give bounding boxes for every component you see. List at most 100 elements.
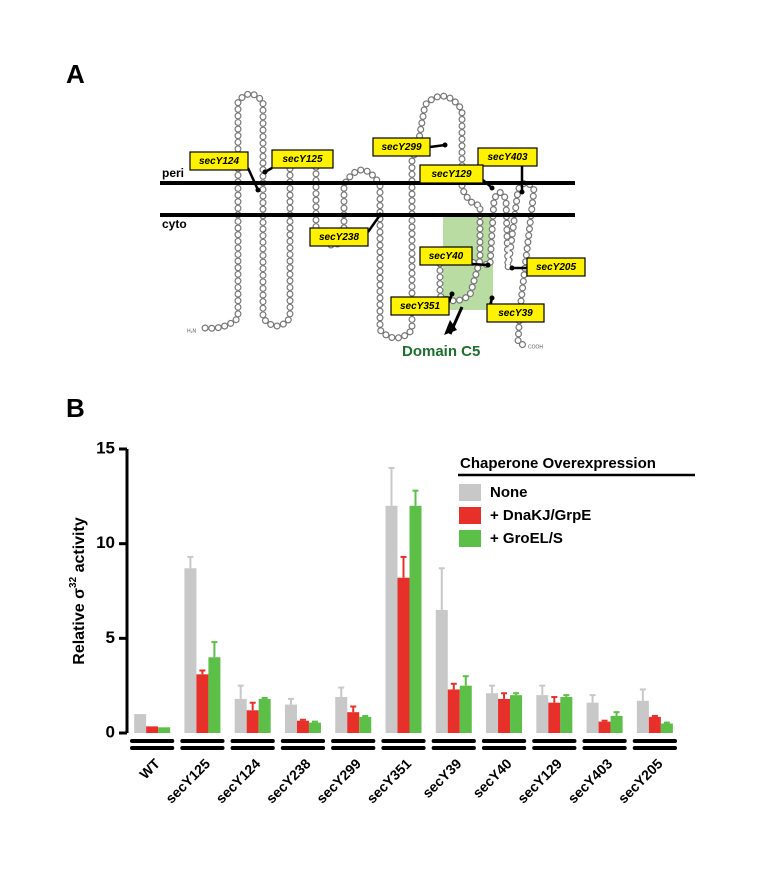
bar [435, 609, 448, 733]
label-part: 32 [68, 576, 79, 588]
mutation-site [485, 262, 491, 268]
legend-label: + DnaKJ/GrpE [490, 507, 591, 524]
label-part: activity [71, 517, 88, 577]
label-box [486, 303, 545, 323]
y-tick-label: 15 [96, 438, 115, 457]
mutation-label: secY40 [429, 251, 464, 262]
bar [397, 577, 410, 733]
bar [347, 712, 360, 733]
x-tick-label: secY299 [313, 755, 364, 806]
bar [660, 723, 673, 733]
group-bar [180, 746, 225, 750]
bar [486, 693, 499, 733]
leader-line [246, 167, 260, 191]
bar [335, 697, 348, 733]
mutation-label: secY129 [431, 169, 471, 180]
bar [548, 702, 561, 733]
label-box [189, 151, 249, 171]
mutation-site [519, 189, 525, 195]
leader-line [366, 214, 382, 233]
label-box [526, 257, 586, 277]
panel-label: B [66, 393, 85, 423]
group-bar [331, 746, 376, 750]
group-bar [331, 739, 376, 743]
panel-label: A [66, 59, 85, 89]
x-tick-label: secY40 [469, 755, 515, 801]
terminus: COOH [528, 344, 543, 350]
bar [648, 716, 661, 733]
bar [447, 689, 460, 733]
group-bar [381, 739, 426, 743]
label-box [309, 227, 369, 247]
terminus: H₂N [187, 328, 197, 334]
bar [409, 505, 422, 733]
group-bar [280, 746, 326, 750]
group-bar [632, 739, 677, 743]
group-bar [381, 746, 426, 750]
label-box [419, 164, 484, 184]
mutation-label: secY238 [319, 232, 359, 243]
bar [296, 720, 309, 733]
label-box [477, 147, 538, 167]
group-bar [431, 746, 476, 750]
mutation-label: secY125 [282, 154, 322, 165]
mutation-site [489, 295, 495, 301]
label-part: Relative σ [71, 588, 88, 665]
legend-swatch [459, 484, 481, 501]
x-tick-label: secY403 [564, 755, 615, 806]
group-bar [230, 739, 275, 743]
membrane-label: cyto [162, 217, 187, 231]
bar [308, 722, 321, 733]
arrow-head [444, 320, 457, 335]
x-tick-label: secY39 [419, 755, 465, 801]
legend-swatch [459, 530, 481, 547]
group-bar [481, 746, 527, 750]
bar [636, 700, 649, 733]
x-tick-label: secY351 [363, 755, 414, 806]
legend-title: Chaperone Overexpression [460, 455, 656, 472]
leader-line [471, 262, 489, 267]
bar [586, 702, 599, 733]
bar [385, 505, 398, 733]
group-bar [230, 746, 275, 750]
bar [158, 727, 171, 733]
topology [201, 90, 538, 350]
group-bar [632, 746, 677, 750]
bar [208, 657, 221, 733]
bar [146, 726, 159, 733]
x-tick-label: secY129 [514, 755, 565, 806]
label-box [419, 246, 473, 266]
bar [560, 697, 573, 733]
mutation-label: secY205 [536, 262, 576, 273]
group-bar [532, 746, 577, 750]
mutation-site [262, 169, 268, 175]
bar [359, 716, 372, 733]
y-tick-label: 5 [106, 628, 115, 647]
y-tick-label: 10 [96, 533, 115, 552]
y-tick-label: 0 [106, 722, 115, 741]
membrane-label: peri [162, 166, 184, 180]
mutation-label: secY124 [199, 156, 239, 167]
mutation-site [377, 212, 383, 218]
bar [196, 674, 209, 733]
mutation-site [255, 187, 261, 193]
label-box [390, 296, 450, 316]
mutation-label: secY351 [400, 301, 440, 312]
mutation-label: secY39 [498, 308, 533, 319]
mutation-site [442, 142, 448, 148]
group-bar [280, 739, 326, 743]
x-tick-label: secY124 [212, 755, 263, 806]
bar [184, 568, 197, 733]
group-bar [582, 739, 627, 743]
group-bar [481, 739, 527, 743]
group-bar [431, 739, 476, 743]
bar [246, 710, 259, 733]
legend-swatch [459, 507, 481, 524]
legend-label: None [490, 484, 528, 501]
legend-label: + GroEL/S [490, 530, 563, 547]
group-bar [130, 739, 175, 743]
label-box [271, 149, 334, 169]
group-bar [130, 746, 175, 750]
bar [510, 695, 523, 733]
